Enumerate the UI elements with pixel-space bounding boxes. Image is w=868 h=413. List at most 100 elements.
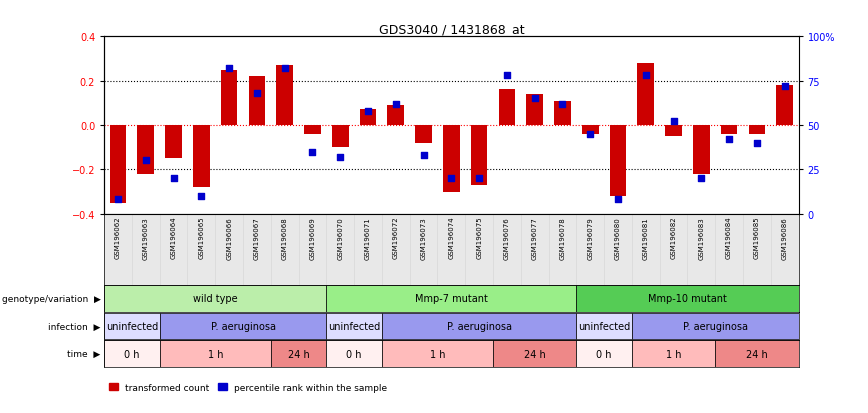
Bar — [748, 126, 766, 135]
Text: GSM196082: GSM196082 — [671, 216, 676, 259]
Bar — [582, 126, 599, 135]
Legend: transformed count, percentile rank within the sample: transformed count, percentile rank withi… — [108, 383, 388, 392]
Text: P. aeruginosa: P. aeruginosa — [211, 321, 275, 331]
Text: uninfected: uninfected — [578, 321, 630, 331]
Point — [472, 176, 486, 182]
Text: GSM196073: GSM196073 — [421, 216, 426, 259]
Bar — [720, 126, 738, 135]
Text: GSM196076: GSM196076 — [504, 216, 510, 259]
Point — [389, 101, 403, 108]
Text: GSM196068: GSM196068 — [282, 216, 287, 259]
Text: GSM196066: GSM196066 — [227, 216, 232, 259]
Bar — [276, 66, 293, 126]
Text: GSM196085: GSM196085 — [754, 216, 760, 259]
Text: GSM196086: GSM196086 — [782, 216, 787, 259]
Text: 24 h: 24 h — [287, 349, 310, 359]
Point — [556, 101, 569, 108]
Text: GSM196067: GSM196067 — [254, 216, 260, 259]
Point — [333, 154, 347, 161]
Text: GSM196063: GSM196063 — [143, 216, 148, 259]
Bar — [104, 313, 160, 339]
Point — [750, 140, 764, 147]
Point — [611, 197, 625, 203]
Bar — [632, 313, 799, 339]
Text: GSM196072: GSM196072 — [393, 216, 398, 259]
Text: genotype/variation  ▶: genotype/variation ▶ — [2, 294, 101, 303]
Text: 0 h: 0 h — [124, 349, 140, 359]
Bar — [304, 126, 321, 135]
Bar — [498, 90, 516, 126]
Bar — [382, 341, 493, 367]
Text: 0 h: 0 h — [596, 349, 612, 359]
Bar — [359, 110, 377, 126]
Bar — [104, 341, 160, 367]
Text: uninfected: uninfected — [328, 321, 380, 331]
Text: 1 h: 1 h — [207, 349, 223, 359]
Bar — [193, 126, 210, 188]
Text: 1 h: 1 h — [430, 349, 445, 359]
Point — [639, 73, 653, 79]
Text: time  ▶: time ▶ — [68, 349, 101, 358]
Bar — [326, 341, 382, 367]
Bar — [160, 341, 271, 367]
Text: GSM196079: GSM196079 — [588, 216, 593, 259]
Bar — [776, 86, 793, 126]
Text: wild type: wild type — [193, 294, 238, 304]
Bar — [715, 341, 799, 367]
Point — [667, 119, 681, 126]
Text: GSM196064: GSM196064 — [171, 216, 176, 259]
Text: GSM196081: GSM196081 — [643, 216, 648, 259]
Bar — [220, 70, 238, 126]
Bar — [665, 126, 682, 137]
Bar — [137, 126, 155, 174]
Text: GSM196084: GSM196084 — [727, 216, 732, 259]
Point — [222, 66, 236, 72]
Point — [417, 152, 431, 159]
Bar — [160, 313, 326, 339]
Bar — [415, 126, 432, 143]
Point — [778, 83, 792, 90]
Text: Mmp-10 mutant: Mmp-10 mutant — [648, 294, 727, 304]
Point — [361, 108, 375, 115]
Bar — [271, 341, 326, 367]
Bar — [493, 341, 576, 367]
Point — [194, 193, 208, 200]
Bar — [576, 341, 632, 367]
Point — [528, 96, 542, 102]
Title: GDS3040 / 1431868_at: GDS3040 / 1431868_at — [378, 23, 524, 36]
Bar — [632, 341, 715, 367]
Point — [694, 176, 708, 182]
Text: GSM196069: GSM196069 — [310, 216, 315, 259]
Point — [167, 176, 181, 182]
Bar — [104, 285, 326, 312]
Bar — [109, 126, 127, 203]
Bar — [693, 126, 710, 174]
Point — [139, 158, 153, 164]
Bar — [470, 126, 488, 185]
Text: GSM196077: GSM196077 — [532, 216, 537, 259]
Text: P. aeruginosa: P. aeruginosa — [683, 321, 747, 331]
Text: GSM196070: GSM196070 — [338, 216, 343, 259]
Bar — [526, 95, 543, 126]
Text: GSM196083: GSM196083 — [699, 216, 704, 259]
Bar — [326, 285, 576, 312]
Text: GSM196062: GSM196062 — [115, 216, 121, 259]
Bar — [443, 126, 460, 192]
Bar — [576, 313, 632, 339]
Bar — [165, 126, 182, 159]
Text: GSM196065: GSM196065 — [199, 216, 204, 259]
Text: uninfected: uninfected — [106, 321, 158, 331]
Text: P. aeruginosa: P. aeruginosa — [447, 321, 511, 331]
Text: GSM196078: GSM196078 — [560, 216, 565, 259]
Point — [306, 149, 319, 156]
Bar — [637, 64, 654, 126]
Text: 24 h: 24 h — [746, 349, 768, 359]
Text: GSM196071: GSM196071 — [365, 216, 371, 259]
Bar — [382, 313, 576, 339]
Text: 24 h: 24 h — [523, 349, 546, 359]
Text: GSM196075: GSM196075 — [477, 216, 482, 259]
Text: GSM196074: GSM196074 — [449, 216, 454, 259]
Point — [278, 66, 292, 72]
Bar — [326, 313, 382, 339]
Point — [444, 176, 458, 182]
